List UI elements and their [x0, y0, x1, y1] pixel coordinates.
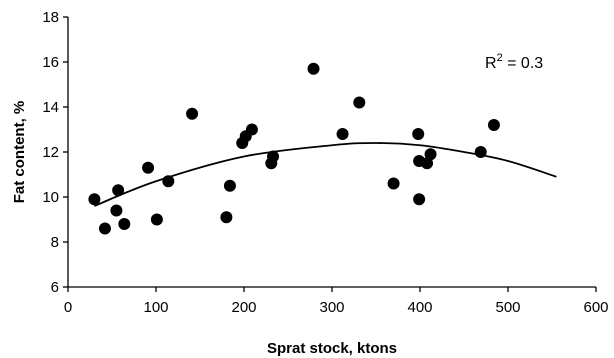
x-axis-title: Sprat stock, ktons	[267, 340, 397, 357]
data-point	[142, 161, 155, 174]
r-squared-superscript: 2	[497, 52, 503, 64]
data-point	[98, 222, 111, 235]
data-point	[112, 184, 125, 197]
r-squared-annotation: R2 = 0.3	[485, 52, 543, 72]
data-point	[245, 123, 258, 136]
x-tick-label: 500	[495, 299, 520, 316]
r-squared-value: = 0.3	[503, 55, 544, 72]
tick-marks	[63, 16, 597, 292]
data-point	[223, 179, 236, 192]
data-point	[186, 107, 199, 120]
data-point	[110, 204, 123, 217]
x-tick-label: 0	[64, 299, 72, 316]
x-tick-label: 600	[583, 299, 608, 316]
y-axis-title: Fat content, %	[11, 101, 28, 204]
y-tick-label: 12	[42, 144, 59, 161]
data-point	[474, 146, 487, 158]
data-point	[267, 150, 280, 163]
y-tick-label: 6	[51, 279, 59, 296]
data-point	[487, 119, 500, 131]
trendline	[94, 142, 557, 207]
r-squared-base: R	[485, 55, 497, 72]
data-point	[162, 175, 175, 188]
data-point	[220, 211, 233, 224]
y-tick-label: 16	[42, 54, 59, 71]
data-points	[88, 62, 500, 235]
x-tick-label: 400	[407, 299, 432, 316]
trendline-group	[94, 142, 557, 207]
y-tick-label: 10	[42, 189, 59, 206]
data-point	[387, 177, 400, 190]
data-point	[412, 128, 425, 140]
data-point	[150, 213, 163, 226]
x-tick-label: 200	[231, 299, 256, 316]
data-point	[353, 96, 366, 109]
data-point	[88, 193, 101, 206]
data-point	[413, 193, 426, 206]
data-point	[307, 62, 320, 75]
data-point	[336, 128, 349, 140]
data-point	[118, 218, 131, 230]
tick-labels: 0 100 200 300 400 500 600 6 8 10 12 14 16 18	[42, 9, 608, 316]
data-point	[421, 157, 434, 170]
data-point	[424, 148, 437, 161]
x-tick-label: 100	[143, 299, 168, 316]
x-tick-label: 300	[319, 299, 344, 316]
y-tick-label: 18	[42, 9, 59, 26]
y-tick-label: 14	[42, 99, 59, 116]
y-tick-label: 8	[51, 234, 59, 251]
